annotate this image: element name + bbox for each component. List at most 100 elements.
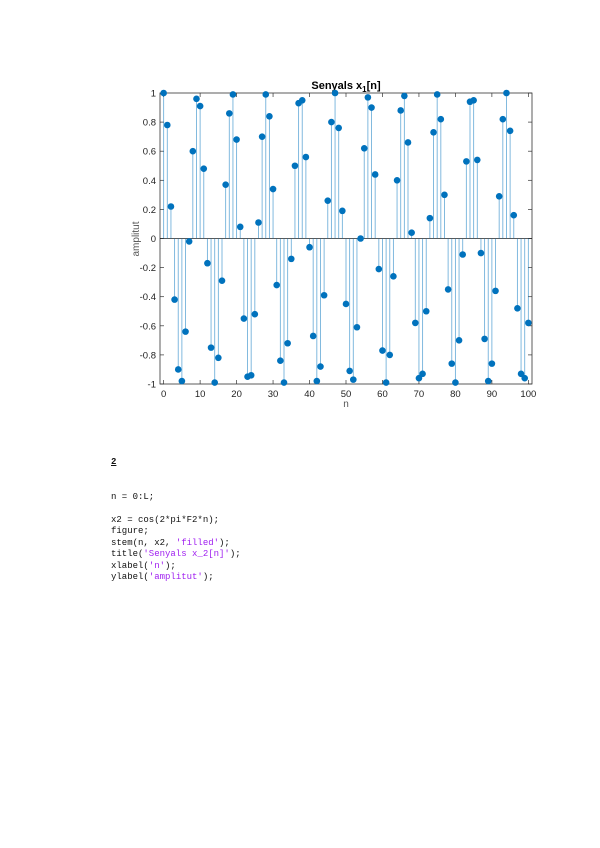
stem-marker [200, 165, 208, 172]
code-line: n = 0:L; [111, 492, 241, 504]
y-tick-label: 0.4 [143, 176, 156, 187]
stem-marker [193, 95, 200, 103]
y-tick-label: 0 [151, 234, 156, 245]
stem-marker [401, 92, 408, 100]
chart-title-main: Senyals x [311, 80, 363, 92]
stem-marker [328, 118, 335, 126]
y-tick-label: 0.2 [143, 205, 156, 216]
x-tick-label: 50 [341, 389, 352, 400]
stem-marker [368, 104, 375, 111]
stem-marker [481, 335, 488, 343]
stem-marker [182, 328, 189, 335]
stem-marker [415, 374, 423, 382]
stem-marker [207, 344, 215, 351]
section-number: 2 [111, 457, 117, 467]
stem-marker [430, 128, 437, 136]
stem-marker [448, 360, 456, 367]
stem-marker [426, 214, 434, 222]
chart-title: Senyals x1[n] [311, 80, 381, 94]
stem-marker [163, 121, 171, 129]
stem-marker [229, 91, 237, 98]
stem-marker [309, 332, 317, 340]
stem-marker [503, 89, 510, 97]
y-tick-label: -0.4 [140, 292, 156, 303]
stem-marker [357, 235, 364, 242]
chart-title-subscript: 1 [362, 85, 367, 94]
code-lines: n = 0:L; x2 = cos(2*pi*F2*n); figure; stem(… [111, 492, 241, 584]
code-string: 'n' [148, 560, 166, 571]
stem-marker [306, 243, 313, 251]
stem-marker [470, 96, 477, 104]
stem-marker [455, 337, 463, 344]
y-tick-label: 0.8 [143, 118, 156, 129]
code-text: ylabel( [111, 572, 149, 582]
stem-marker [185, 238, 193, 245]
stem-marker [313, 377, 321, 385]
stem-marker [167, 203, 175, 210]
stem-marker [277, 357, 284, 365]
stem-marker [488, 360, 496, 367]
stem-marker [204, 259, 211, 267]
stem-marker [258, 133, 266, 140]
stem-marker [521, 374, 529, 382]
stem-marker [411, 319, 419, 327]
x-tick-label: 40 [304, 389, 315, 400]
stem-marker [262, 91, 270, 98]
stem-marker [215, 354, 222, 362]
x-tick-label: 0 [161, 389, 166, 400]
stem-marker [506, 127, 514, 135]
x-tick-label: 60 [377, 389, 388, 400]
stem-marker [236, 223, 244, 231]
stem-marker [492, 287, 499, 295]
stem-marker [484, 377, 492, 385]
stem-marker [335, 124, 343, 132]
stem-marker [291, 162, 299, 170]
y-axis-label: amplitut [131, 221, 142, 256]
stem-marker [364, 94, 372, 101]
stem-marker [266, 112, 273, 120]
stem-marker [240, 315, 248, 322]
stem-marker [477, 249, 485, 257]
stem-marker [317, 363, 324, 370]
y-tick-label: -0.6 [140, 321, 156, 332]
stem-chart: Senyals x1[n] 10.80.60.40.20-0.2-0.4-0.6… [131, 80, 536, 410]
stem-marker [298, 96, 306, 104]
stem-marker [255, 219, 262, 226]
x-tick-label: 30 [268, 389, 279, 400]
code-line: stem(n, x2, 'filled'); [111, 538, 241, 550]
stem-marker [422, 307, 430, 315]
stem-marker [320, 291, 328, 299]
stem-marker [375, 265, 383, 273]
code-line [111, 503, 241, 515]
matlab-code-block: 2 n = 0:L; x2 = cos(2*pi*F2*n); figure; ste… [111, 434, 241, 595]
stem-marker [218, 277, 226, 284]
code-text: n = 0:L; [111, 491, 155, 502]
stem-marker [517, 370, 525, 378]
stem-marker [339, 207, 346, 215]
stem-marker [386, 351, 394, 359]
x-tick-label: 100 [520, 389, 536, 400]
stem-marker [233, 136, 240, 143]
stem-marker [360, 144, 368, 152]
stem-marker [444, 286, 452, 293]
chart-title-suffix: [n] [367, 80, 381, 92]
x-axis-label: n [343, 399, 349, 410]
x-tick-label: 80 [450, 389, 461, 400]
stem-marker [437, 115, 445, 123]
stem-marker [211, 379, 219, 386]
y-tick-label: -1 [148, 380, 156, 391]
stem-marker [251, 310, 259, 318]
stem-marker [225, 110, 233, 117]
code-text: figure; [111, 526, 149, 536]
code-string: 'amplitut' [148, 572, 203, 582]
stem-marker [473, 156, 481, 164]
stem-marker [433, 91, 441, 98]
stem-marker [196, 102, 204, 110]
code-line: xlabel('n'); [111, 561, 241, 573]
code-text: ); [229, 549, 241, 559]
y-tick-label: -0.2 [140, 263, 156, 274]
stem-marker [247, 371, 255, 379]
stem-marker [353, 323, 361, 331]
code-line: title('Senyals x_2[n]'); [111, 549, 241, 561]
stem-marker [441, 191, 448, 199]
